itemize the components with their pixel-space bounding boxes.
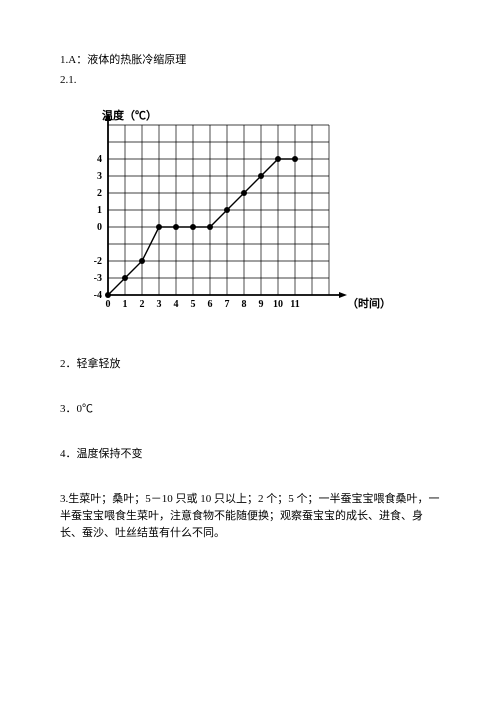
svg-text:（时间）: （时间）	[347, 296, 389, 310]
answer-2: 2．轻拿轻放	[60, 356, 440, 373]
svg-text:6: 6	[208, 299, 213, 310]
header-line-1: 1.A：液体的热胀冷缩原理	[60, 52, 440, 70]
svg-text:10: 10	[273, 299, 283, 310]
svg-text:9: 9	[259, 299, 264, 310]
svg-text:3: 3	[97, 171, 102, 182]
svg-text:11: 11	[290, 299, 299, 310]
answer-4: 4．温度保持不变	[60, 446, 440, 463]
svg-text:2: 2	[97, 188, 102, 199]
svg-text:8: 8	[242, 299, 247, 310]
svg-text:4: 4	[174, 299, 179, 310]
svg-text:2: 2	[140, 299, 145, 310]
chart-svg: -4 -3 -2 0 1 2 3 4 0 1 2 3 4 5 6 7 8 9 10 11 温度（℃） （时间）	[68, 107, 389, 323]
svg-text:温度（℃）: 温度（℃）	[102, 108, 157, 122]
header-line-2: 2.1.	[60, 72, 440, 90]
svg-text:5: 5	[191, 299, 196, 310]
svg-text:-4: -4	[94, 290, 102, 301]
svg-text:4: 4	[97, 154, 102, 165]
svg-text:0: 0	[97, 222, 102, 233]
svg-text:-3: -3	[94, 273, 102, 284]
answer-3: 3．0℃	[60, 401, 440, 418]
svg-text:-2: -2	[94, 256, 102, 267]
answer-block-3: 3.生菜叶；桑叶；5－10 只或 10 只以上；2 个；5 个；一半蚕宝宝喂食桑…	[60, 491, 440, 542]
temperature-chart: -4 -3 -2 0 1 2 3 4 0 1 2 3 4 5 6 7 8 9 10 11 温度（℃） （时间）	[68, 107, 440, 328]
svg-text:0: 0	[106, 299, 111, 310]
svg-text:1: 1	[97, 205, 102, 216]
svg-text:7: 7	[225, 299, 230, 310]
svg-text:3: 3	[157, 299, 162, 310]
svg-text:1: 1	[123, 299, 128, 310]
